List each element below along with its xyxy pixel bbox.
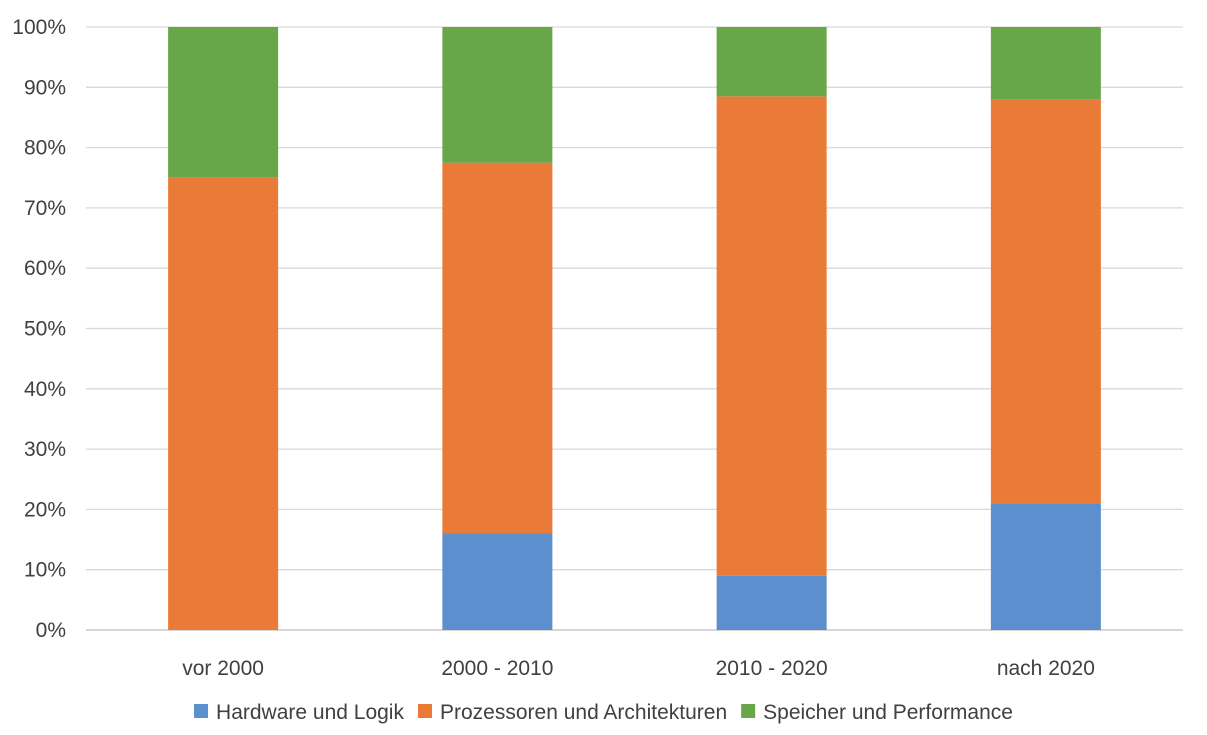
legend-label: Hardware und Logik <box>216 701 404 724</box>
legend-swatch <box>194 704 209 718</box>
bars <box>168 27 1101 630</box>
y-tick-label: 40% <box>24 378 66 401</box>
legend-label: Prozessoren und Architekturen <box>440 701 727 724</box>
y-tick-label: 10% <box>24 559 66 582</box>
legend: Hardware und Logik Prozessoren und Archit… <box>194 701 1013 724</box>
legend-item: Prozessoren und Architekturen <box>417 701 727 724</box>
y-tick-label: 70% <box>24 197 66 220</box>
y-tick-label: 100% <box>12 16 66 39</box>
bar-segment <box>990 99 1101 504</box>
legend-swatch <box>741 704 756 718</box>
bar-segment <box>716 27 827 97</box>
y-tick-label: 30% <box>24 438 66 461</box>
bar-segment <box>990 503 1101 630</box>
x-tick-label: 2000 - 2010 <box>441 657 553 680</box>
legend-label: Speicher und Performance <box>763 701 1013 724</box>
y-tick-label: 90% <box>24 76 66 99</box>
legend-item: Hardware und Logik <box>194 701 404 724</box>
bar-segment <box>990 27 1101 100</box>
x-tick-label: nach 2020 <box>997 657 1095 680</box>
x-tick-label: 2010 - 2020 <box>716 657 828 680</box>
axes: 0% 10% 20% 30% 40% 50% 60% 70% 80% 90% 100% vor 200… <box>12 16 1095 680</box>
y-tick-label: 0% <box>36 619 66 642</box>
legend-item: Speicher und Performance <box>741 701 1013 724</box>
bar-segment <box>716 575 827 630</box>
bar-segment <box>442 533 553 630</box>
bar-segment <box>442 27 553 163</box>
y-tick-label: 80% <box>24 137 66 160</box>
y-tick-label: 50% <box>24 318 66 341</box>
bar-segment <box>442 162 553 534</box>
y-tick-label: 20% <box>24 498 66 521</box>
bar-segment <box>168 177 279 630</box>
legend-swatch <box>417 704 432 718</box>
bar-segment <box>168 27 279 178</box>
y-tick-label: 60% <box>24 257 66 280</box>
x-tick-label: vor 2000 <box>182 657 264 680</box>
bar-segment <box>716 96 827 576</box>
